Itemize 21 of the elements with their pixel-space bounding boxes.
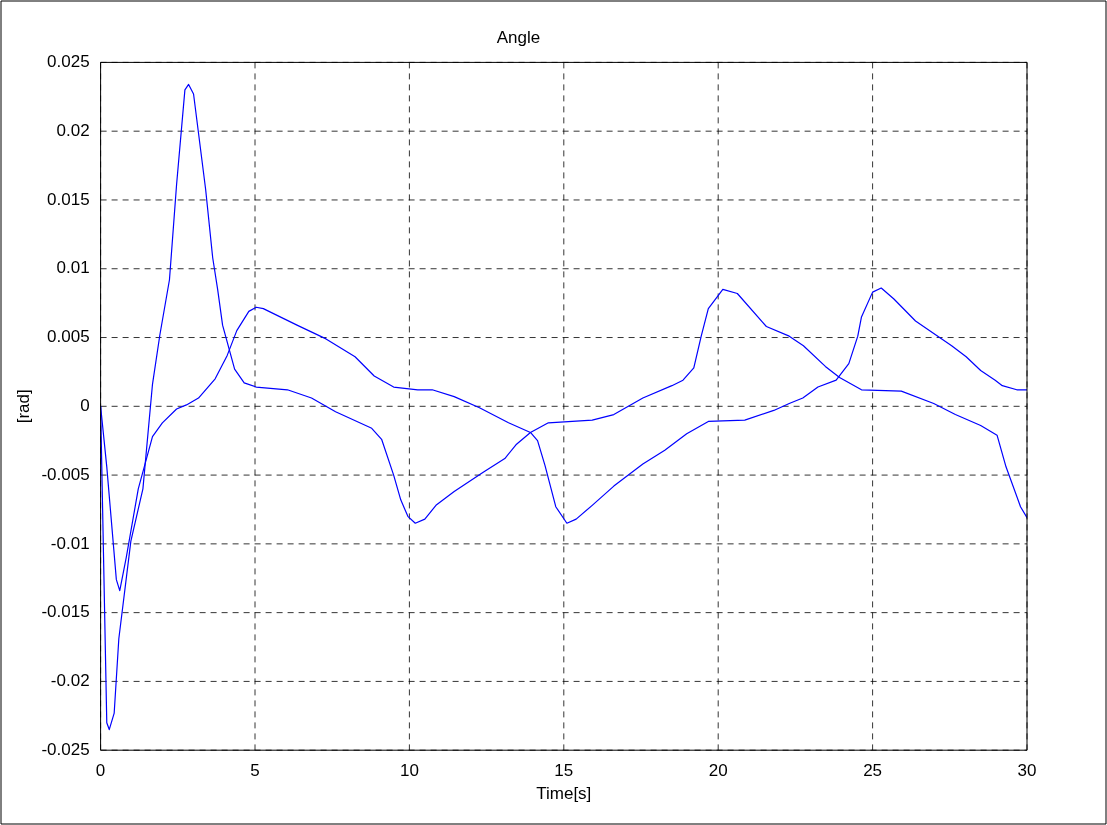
x-tick-label: 5 <box>250 761 260 781</box>
y-tick-label: -0.005 <box>41 464 90 484</box>
y-tick-label: -0.025 <box>41 739 90 759</box>
y-tick-label: 0.01 <box>56 258 90 278</box>
x-tick-label: 10 <box>399 761 419 781</box>
x-axis-title: Time[s] <box>536 784 592 804</box>
y-axis-title: [rad] <box>13 389 33 424</box>
x-tick-label: 25 <box>863 761 883 781</box>
x-tick-label: 20 <box>708 761 728 781</box>
y-tick-label: -0.015 <box>41 602 90 622</box>
chart-title: Angle <box>496 27 541 47</box>
y-tick-label: 0.025 <box>47 52 90 72</box>
x-tick-label: 0 <box>95 761 106 781</box>
y-tick-label: 0.005 <box>47 327 90 347</box>
y-tick-label: 0.02 <box>56 120 90 140</box>
x-tick-label: 30 <box>1017 761 1037 781</box>
y-tick-label: 0.015 <box>47 189 90 209</box>
x-tick-label: 15 <box>554 761 574 781</box>
y-tick-label: -0.02 <box>50 671 90 691</box>
y-tick-label: -0.01 <box>50 533 90 553</box>
y-tick-label: 0 <box>80 395 90 415</box>
